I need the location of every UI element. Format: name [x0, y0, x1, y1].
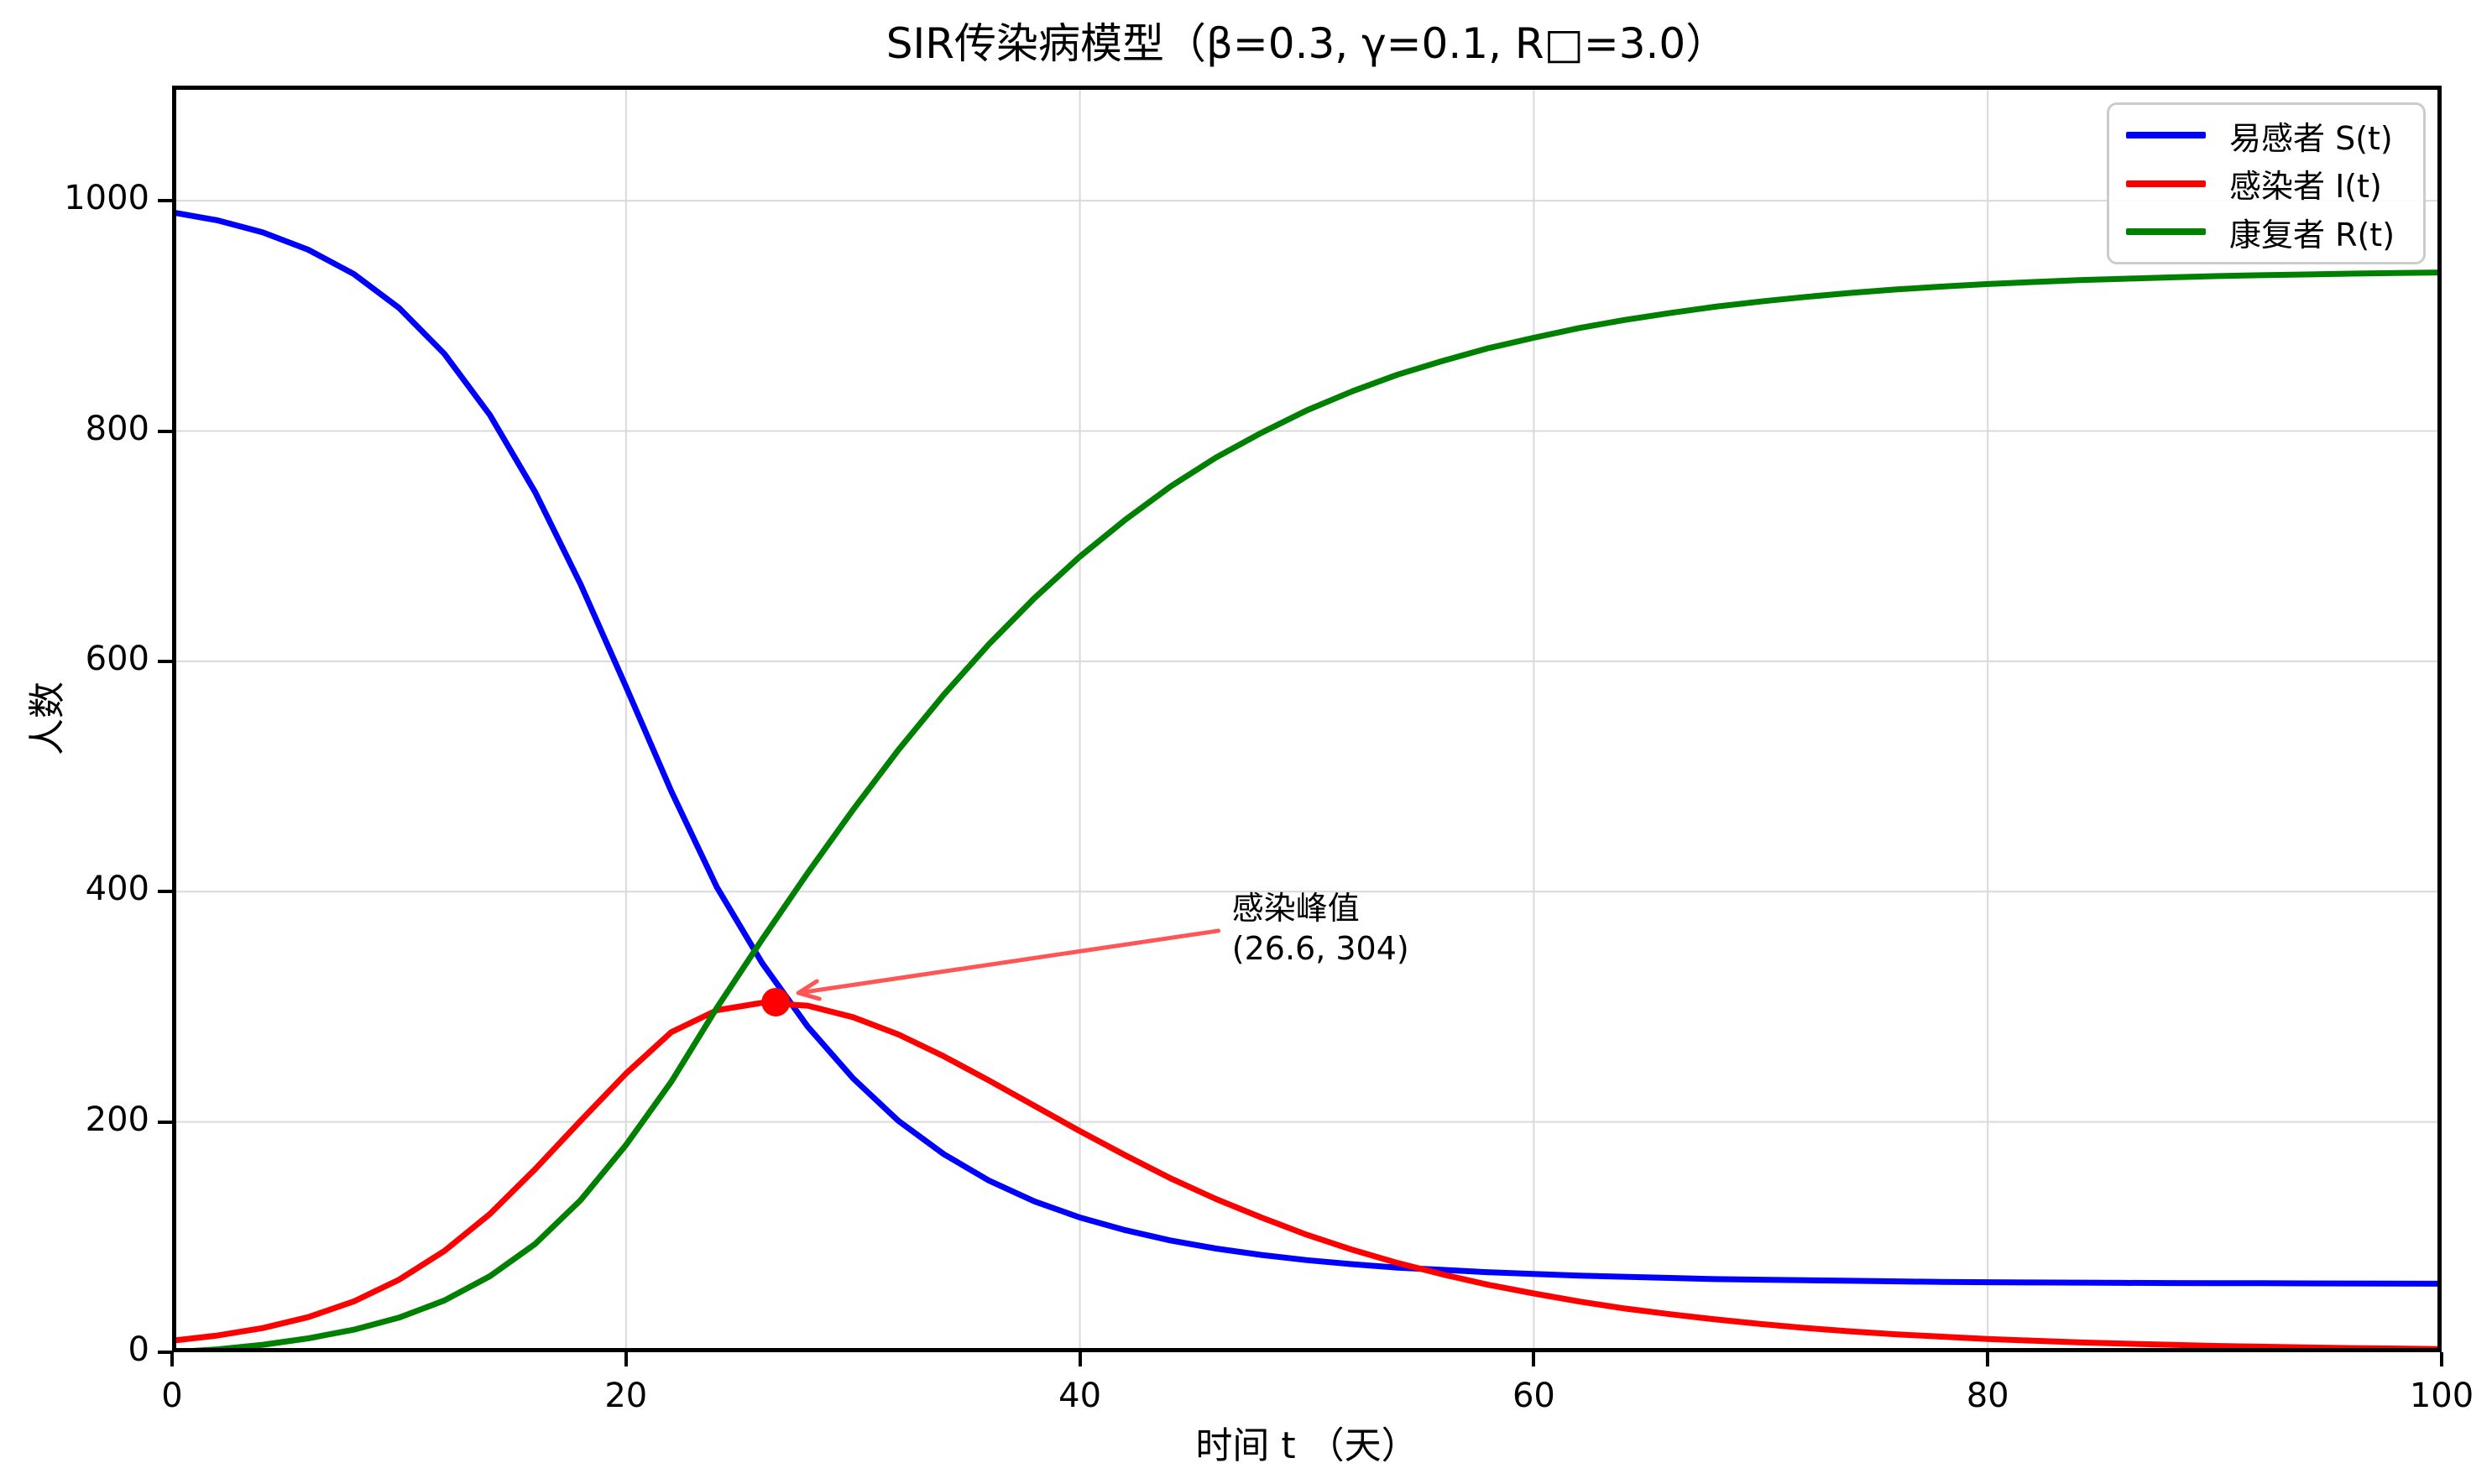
x-tick-mark-60 [1532, 1352, 1536, 1366]
y-tick-label-800: 800 [85, 409, 149, 448]
y-tick-mark-400 [158, 890, 172, 894]
legend-label-susceptible: 易感者 S(t) [2229, 119, 2393, 157]
plot-area [172, 86, 2442, 1352]
legend-line-sample-susceptible [2126, 132, 2206, 138]
legend-line-sample-recovered [2126, 228, 2206, 235]
x-tick-label-40: 40 [1058, 1377, 1102, 1415]
x-tick-label-100: 100 [2409, 1377, 2474, 1415]
y-tick-mark-800 [158, 429, 172, 433]
curve-series-1 [172, 1000, 2442, 1352]
x-tick-mark-20 [624, 1352, 628, 1366]
y-tick-mark-200 [158, 1120, 172, 1124]
peak-annotation-title: 感染峰值 [1231, 890, 1360, 928]
y-tick-label-400: 400 [85, 870, 149, 909]
legend: 易感者 S(t) 感染者 I(t) 康复者 R(t) [2107, 102, 2426, 264]
x-axis-label: 时间 t （天） [1195, 1424, 1418, 1467]
legend-line-sample-infected [2126, 180, 2206, 187]
legend-label-infected: 感染者 I(t) [2229, 168, 2382, 205]
annotation-arrowhead-0 [796, 979, 819, 995]
chart-title: SIR传染病模型（β=0.3, γ=0.1, R□=3.0） [886, 19, 1728, 68]
x-tick-mark-0 [170, 1352, 174, 1366]
axes-spines [172, 86, 2442, 1352]
y-tick-mark-600 [158, 659, 172, 663]
y-tick-mark-0 [158, 1351, 172, 1354]
peak-annotation: 感染峰值 (26.6, 304) [1232, 888, 1409, 969]
peak-annotation-value: (26.6, 304) [1231, 930, 1409, 968]
y-tick-label-1000: 1000 [64, 179, 149, 218]
y-axis-label: 人数 [26, 682, 69, 755]
legend-item-infected: 感染者 I(t) [2121, 160, 2411, 206]
legend-item-recovered: 康复者 R(t) [2121, 209, 2411, 255]
x-tick-label-80: 80 [1966, 1377, 2009, 1415]
legend-label-recovered: 康复者 R(t) [2229, 216, 2395, 253]
plot-canvas [172, 86, 2442, 1352]
y-tick-mark-1000 [158, 199, 172, 203]
x-tick-label-0: 0 [161, 1377, 183, 1415]
x-tick-mark-80 [1986, 1352, 1990, 1366]
legend-item-susceptible: 易感者 S(t) [2121, 112, 2411, 159]
curve-series-0 [172, 209, 2442, 1287]
x-tick-mark-40 [1078, 1352, 1082, 1366]
annotation-arrow [796, 928, 1221, 995]
y-tick-label-0: 0 [128, 1330, 149, 1369]
x-tick-label-20: 20 [604, 1377, 648, 1415]
curve-series-2 [172, 269, 2442, 1352]
y-tick-label-600: 600 [85, 639, 149, 678]
annotation-arrowhead-1 [796, 990, 822, 1001]
y-tick-label-200: 200 [85, 1100, 149, 1139]
x-tick-mark-100 [2440, 1352, 2443, 1366]
peak-point-marker [761, 987, 791, 1016]
x-tick-label-60: 60 [1512, 1377, 1555, 1415]
